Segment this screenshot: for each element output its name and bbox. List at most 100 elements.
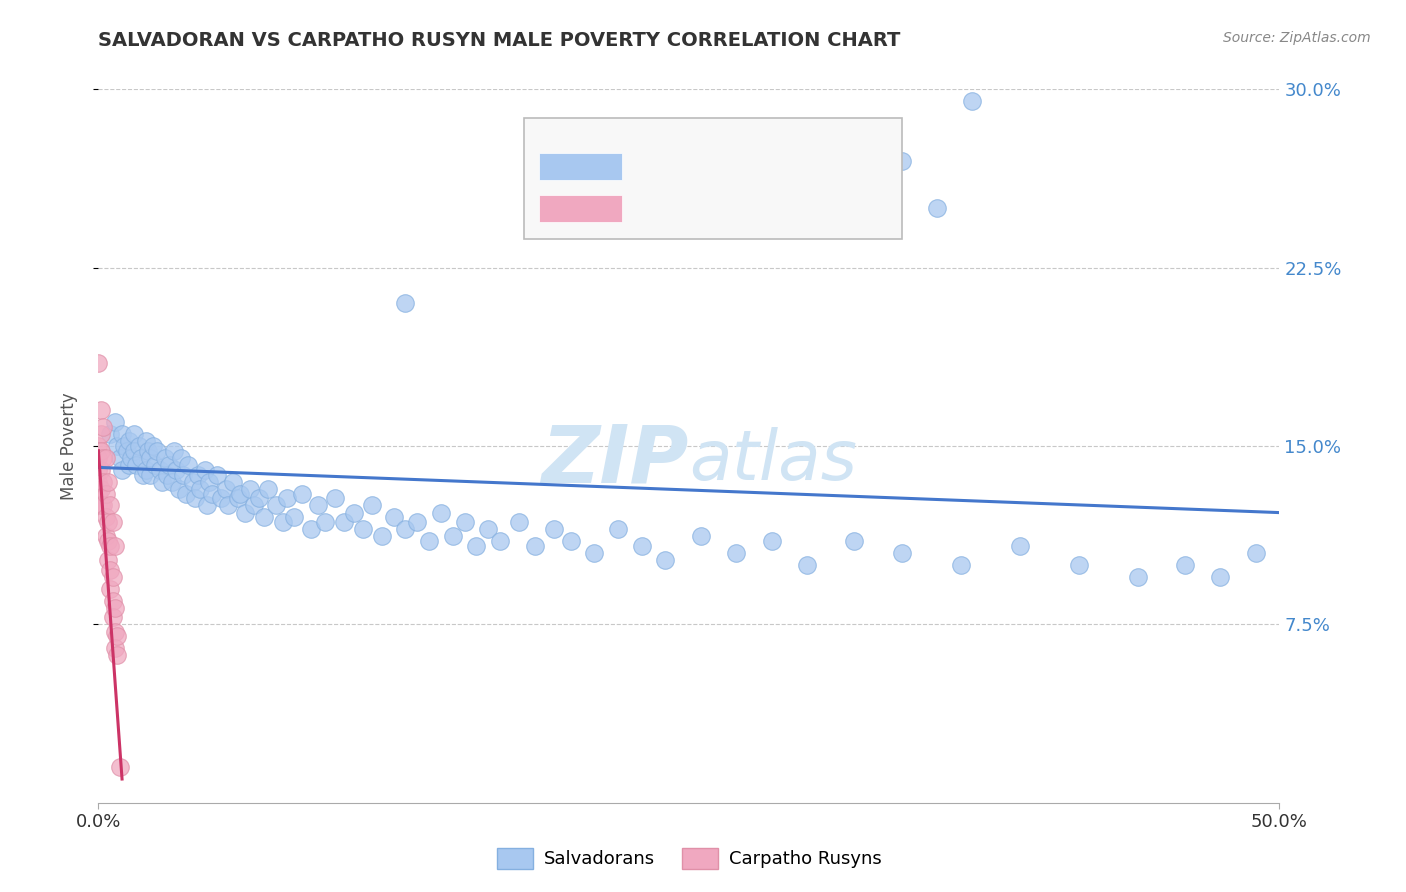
Point	[122, 443, 145, 458]
Point	[98, 539, 121, 553]
Point	[104, 415, 127, 429]
Point	[160, 475, 183, 489]
Point	[560, 534, 582, 549]
Point	[104, 641, 127, 656]
Point	[394, 522, 416, 536]
Point	[111, 427, 134, 442]
Point	[98, 499, 121, 513]
Point	[90, 499, 112, 513]
Point	[465, 539, 488, 553]
Point	[157, 458, 180, 472]
Point	[149, 463, 172, 477]
Point	[890, 546, 912, 560]
Point	[128, 439, 150, 453]
Point	[105, 439, 128, 453]
Point	[201, 486, 224, 500]
Point	[87, 486, 110, 500]
Point	[136, 443, 159, 458]
Point	[98, 582, 121, 596]
Point	[352, 522, 374, 536]
Point	[87, 450, 110, 465]
Point	[150, 475, 173, 489]
Point	[453, 515, 475, 529]
Point	[205, 467, 228, 482]
Point	[104, 539, 127, 553]
Point	[90, 427, 112, 442]
Point	[90, 403, 112, 417]
Point	[1008, 539, 1031, 553]
Point	[104, 624, 127, 639]
Point	[94, 486, 117, 500]
Point	[253, 510, 276, 524]
Point	[323, 491, 346, 506]
Point	[271, 515, 294, 529]
Point	[118, 434, 141, 449]
Text: SALVADORAN VS CARPATHO RUSYN MALE POVERTY CORRELATION CHART: SALVADORAN VS CARPATHO RUSYN MALE POVERT…	[98, 31, 901, 50]
Point	[418, 534, 440, 549]
Point	[94, 510, 117, 524]
Point	[844, 534, 866, 549]
Point	[101, 610, 124, 624]
Point	[177, 458, 200, 472]
Point	[233, 506, 256, 520]
Point	[333, 515, 356, 529]
Point	[94, 529, 117, 543]
Point	[406, 515, 429, 529]
Text: atlas: atlas	[689, 426, 856, 494]
Point	[121, 450, 143, 465]
Point	[181, 475, 204, 489]
Point	[129, 450, 152, 465]
Text: Source: ZipAtlas.com: Source: ZipAtlas.com	[1223, 31, 1371, 45]
Point	[165, 463, 187, 477]
Point	[257, 482, 280, 496]
Point	[299, 522, 322, 536]
Point	[135, 463, 157, 477]
Point	[184, 491, 207, 506]
Point	[146, 443, 169, 458]
Point	[543, 522, 565, 536]
Point	[725, 546, 748, 560]
Point	[654, 553, 676, 567]
Point	[209, 491, 232, 506]
Point	[430, 506, 453, 520]
Point	[949, 558, 972, 572]
Point	[524, 539, 547, 553]
Point	[108, 760, 131, 774]
Point	[105, 648, 128, 663]
Point	[689, 529, 711, 543]
Point	[90, 443, 112, 458]
Point	[153, 450, 176, 465]
Point	[194, 463, 217, 477]
Point	[98, 563, 121, 577]
Legend: Salvadorans, Carpatho Rusyns: Salvadorans, Carpatho Rusyns	[489, 840, 889, 876]
Point	[97, 553, 120, 567]
Point	[243, 499, 266, 513]
Point	[508, 515, 530, 529]
Point	[188, 482, 211, 496]
Point	[215, 482, 238, 496]
Point	[1174, 558, 1197, 572]
Point	[1126, 570, 1149, 584]
Point	[583, 546, 606, 560]
Point	[90, 482, 112, 496]
Point	[1067, 558, 1090, 572]
Point	[97, 534, 120, 549]
Point	[239, 482, 262, 496]
Point	[91, 450, 114, 465]
Point	[143, 458, 166, 472]
Point	[105, 629, 128, 643]
Point	[198, 475, 221, 489]
Point	[87, 439, 110, 453]
Text: ZIP: ZIP	[541, 421, 689, 500]
Point	[97, 515, 120, 529]
Point	[91, 420, 114, 434]
Point	[361, 499, 384, 513]
Point	[132, 467, 155, 482]
Point	[630, 539, 652, 553]
Point	[87, 499, 110, 513]
Point	[195, 499, 218, 513]
Point	[91, 499, 114, 513]
Point	[97, 475, 120, 489]
Point	[925, 201, 948, 215]
Point	[139, 467, 162, 482]
